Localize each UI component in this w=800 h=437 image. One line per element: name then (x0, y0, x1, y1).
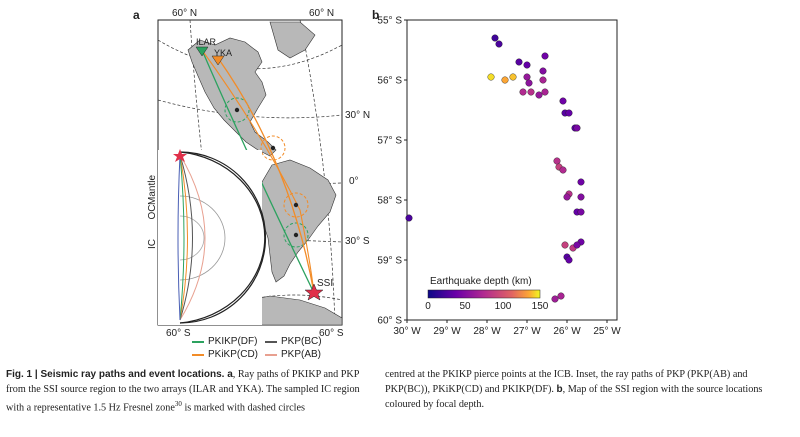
caption-tail-2: , Map of the SSI region with the source … (385, 384, 763, 410)
event-point (577, 178, 585, 186)
legend-swatch (265, 353, 277, 356)
station-yka (211, 55, 225, 66)
label-ilar: ILAR (196, 37, 217, 47)
legend-swatch (265, 340, 277, 343)
caption-text-1: , Ray paths of PKIKP and PKP from the SS… (6, 369, 360, 414)
caption-column-1: Fig. 1 | Seismic ray paths and event loc… (6, 367, 374, 415)
x-tick-label: 30° W (393, 326, 421, 337)
event-point (527, 88, 535, 96)
ray-pkikp-cd-ilar (201, 49, 315, 294)
event-point (495, 40, 503, 48)
colorbar-tick-50: 50 (459, 301, 471, 312)
event-point (491, 34, 499, 42)
x-tick-label: 28° W (473, 326, 501, 337)
scatter-frame (406, 19, 618, 321)
lat-label-bottom-right: 60° S (319, 328, 344, 339)
label-ssi: SSI (317, 278, 333, 289)
panel-a-letter: a (133, 8, 140, 22)
event-point (501, 76, 509, 84)
fresnel-zones (224, 97, 309, 248)
panel-b-letter: b (372, 8, 380, 22)
event-point (561, 241, 569, 249)
legend-pkikp-cd: PKiKP(CD) (192, 349, 258, 360)
event-point (405, 214, 413, 222)
caption-column-2: centred at the PKIKP pierce points at th… (385, 367, 770, 412)
lat-label-30n: 30° N (345, 110, 371, 121)
event-point (565, 109, 573, 117)
event-point (553, 157, 561, 165)
caption-text-2: centred at the PKIKP pierce points at th… (385, 369, 748, 395)
y-tick-label: 59° S (377, 256, 402, 267)
lat-label-bottom-left: 60° S (166, 328, 191, 339)
caption-b: b (556, 384, 563, 395)
legend-pkikp-df: PKIKP(DF) (192, 336, 257, 347)
event-point (539, 76, 547, 84)
y-tick-label: 55° S (377, 16, 402, 27)
event-point (525, 79, 533, 87)
legend-pkp-bc: PKP(BC) (265, 336, 322, 347)
caption-sup: 30 (174, 400, 182, 408)
event-point (523, 73, 531, 81)
colorbar-title: Earthquake depth (km) (430, 276, 532, 287)
x-tick-label: 26° W (553, 326, 581, 337)
event-point (515, 58, 523, 66)
lat-label-30s: 30° S (345, 236, 370, 247)
event-point (541, 88, 549, 96)
event-point (487, 73, 495, 81)
inset-label-mantle: Mantle (147, 175, 158, 205)
colorbar-tick-0: 0 (425, 301, 431, 312)
event-point (523, 61, 531, 69)
station-ilar (195, 46, 209, 57)
event-point (573, 124, 581, 132)
core-inset (158, 149, 267, 325)
event-point (519, 88, 527, 96)
y-tick-label: 56° S (377, 76, 402, 87)
colorbar-tick-150: 150 (532, 301, 549, 312)
legend-pkp-ab: PKP(AB) (265, 349, 321, 360)
inset-label-ic: IC (147, 239, 158, 249)
x-tick-label: 25° W (593, 326, 621, 337)
legend-swatch (192, 340, 204, 343)
colorbar-tick-100: 100 (495, 301, 512, 312)
label-yka: YKA (214, 48, 232, 58)
lat-label-top-right: 60° N (309, 8, 335, 19)
greenland (269, 21, 316, 59)
caption-lead: Fig. 1 | Seismic ray paths and event loc… (6, 369, 233, 380)
x-tick-label: 27° W (513, 326, 541, 337)
event-point (577, 208, 585, 216)
event-point (535, 91, 543, 99)
event-point (563, 193, 571, 201)
event-point (559, 97, 567, 105)
lat-label-top-left: 60° N (172, 8, 198, 19)
colorbar: Earthquake depth (km) 0 50 100 150 (425, 276, 549, 312)
event-point (573, 241, 581, 249)
y-tick-label: 57° S (377, 136, 402, 147)
event-point (577, 193, 585, 201)
event-point (551, 295, 559, 303)
source-star (304, 283, 324, 301)
legend-swatch (192, 353, 204, 356)
event-point (509, 73, 517, 81)
x-tick-label: 29° W (433, 326, 461, 337)
colorbar-gradient (427, 289, 541, 299)
event-point (541, 52, 549, 60)
lat-label-equator: 0° (349, 176, 359, 187)
event-point (557, 292, 565, 300)
caption-tail-1: is marked with dashed circles (181, 402, 305, 414)
event-point (539, 67, 547, 75)
event-point (559, 166, 567, 174)
y-tick-label: 60° S (377, 316, 402, 327)
inset-label-oc: OC (147, 205, 158, 220)
y-tick-label: 58° S (377, 196, 402, 207)
event-point (565, 256, 573, 264)
